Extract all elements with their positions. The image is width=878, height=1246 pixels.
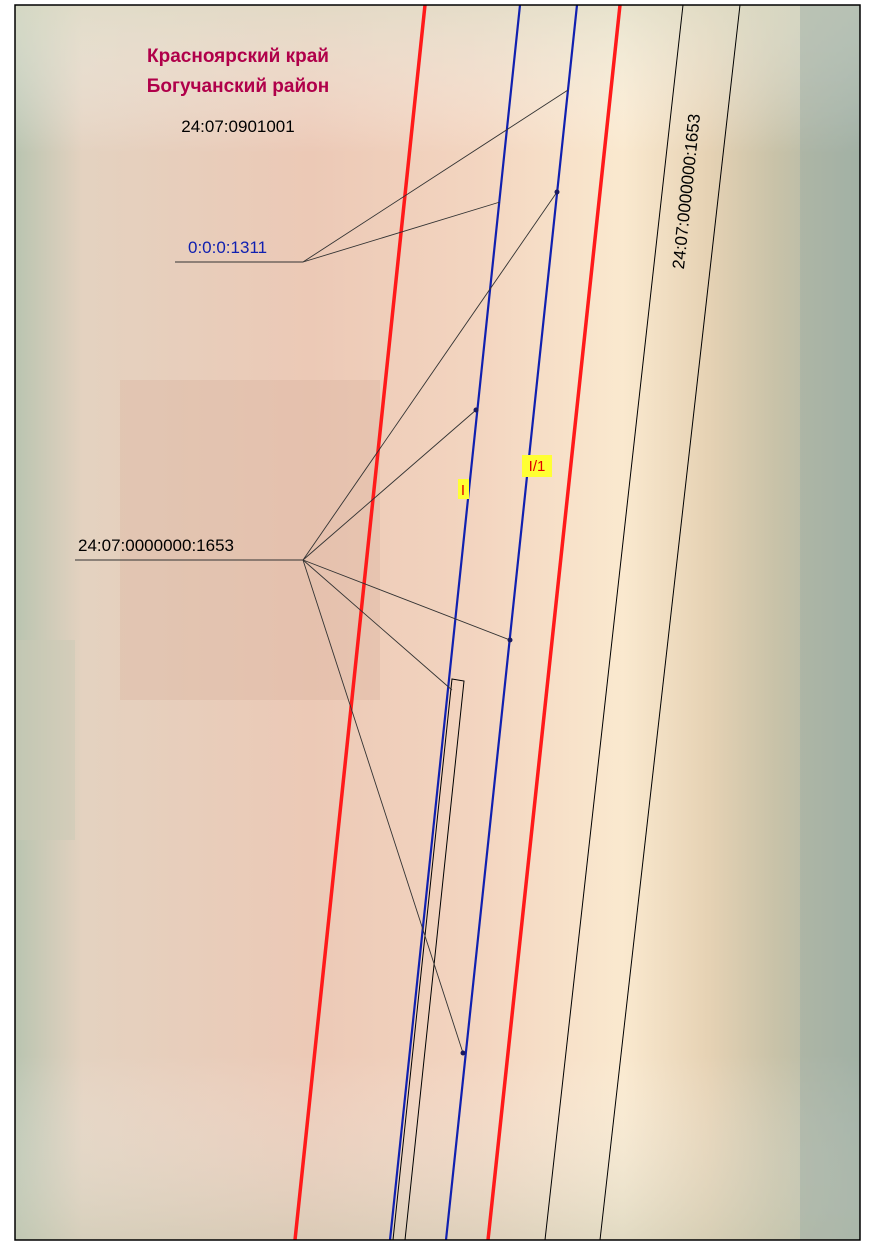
page: {"header": {"region": "Красноярский край…	[0, 0, 878, 1246]
contour-label: I/1	[529, 458, 546, 475]
parcel-label: 0:0:0:1311	[188, 238, 267, 257]
quarter-number: 24:07:0901001	[181, 117, 294, 136]
map: Красноярский край Богучанский район 24:0…	[0, 0, 878, 1246]
parcel-label: 24:07:0000000:1653	[78, 536, 234, 555]
district: Богучанский район	[147, 76, 329, 97]
contour-label: I	[461, 482, 465, 499]
region: Красноярский край	[147, 46, 329, 67]
imagery	[15, 5, 860, 1240]
